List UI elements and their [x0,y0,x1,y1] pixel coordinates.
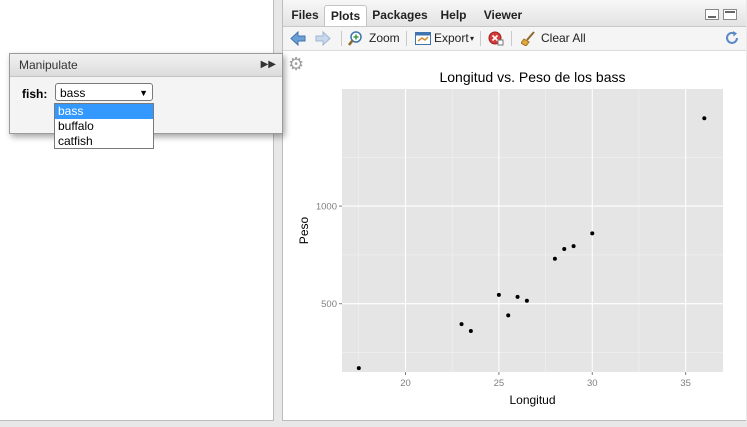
maximize-pane-icon[interactable] [723,9,737,20]
toolbar-separator [406,31,407,46]
broom-icon [521,31,535,46]
collapse-panel-icon[interactable]: ▶▶ [260,59,276,70]
chevron-down-icon: ▼ [139,88,148,98]
plots-toolbar: Zoom Export ▾ Clear All [283,27,746,51]
data-point [515,294,520,299]
pane-tabbar: Files Plots Packages Help Viewer [283,0,746,27]
toolbar-separator [341,31,342,46]
plots-pane: Files Plots Packages Help Viewer Zoom [282,0,746,421]
fish-label: fish: [22,87,48,101]
tab-files[interactable]: Files [291,8,319,22]
x-tick-label: 30 [587,378,598,389]
dropdown-option-catfish[interactable]: catfish [58,134,93,148]
y-axis-label: Peso [297,217,311,245]
x-tick-label: 20 [400,378,411,389]
data-point [571,244,576,249]
data-point [702,116,707,121]
fish-dropdown-list: bass buffalo catfish [54,103,154,149]
data-point [506,313,511,318]
data-point [552,256,557,261]
data-point [356,366,361,371]
tab-packages[interactable]: Packages [372,8,428,22]
remove-plot-icon[interactable] [488,31,504,46]
tab-plots[interactable]: Plots [324,5,367,26]
data-point [459,322,464,327]
tab-help[interactable]: Help [440,8,467,22]
chart-title: Longitud vs. Peso de los bass [439,69,625,85]
data-point [562,247,567,252]
export-icon [415,32,431,45]
dropdown-option-bass[interactable]: bass [55,104,153,119]
tab-viewer[interactable]: Viewer [483,8,523,22]
x-tick-label: 25 [494,378,505,389]
minimize-pane-icon[interactable] [705,9,719,20]
zoom-label: Zoom [369,31,400,45]
dropdown-option-buffalo[interactable]: buffalo [58,119,94,133]
data-point [524,298,529,303]
data-point [496,292,501,297]
clear-all-label: Clear All [541,31,586,45]
chevron-down-icon: ▾ [470,34,475,43]
export-button[interactable]: Export ▾ [415,27,477,50]
fish-select[interactable]: bass ▼ [55,83,153,101]
manipulate-header: Manipulate ▶▶ [10,54,282,77]
x-axis-label: Longitud [509,393,555,407]
manipulate-title: Manipulate [19,58,78,72]
back-arrow-icon[interactable] [290,31,306,46]
data-point [468,329,473,334]
data-point [590,231,595,236]
scatter-plot: 20 25 30 35 500 1000 Longitud vs. Peso de los … [297,69,723,407]
zoom-icon [348,31,362,46]
refresh-icon[interactable] [724,30,740,46]
clear-all-button[interactable]: Clear All [521,27,589,50]
toolbar-separator [511,31,512,46]
plot-panel [342,89,723,372]
forward-arrow-icon[interactable] [315,31,331,46]
y-tick-label: 1000 [316,202,337,213]
x-tick-label: 35 [680,378,691,389]
y-tick-label: 500 [321,299,337,310]
export-label: Export [434,31,469,45]
gear-icon[interactable]: ⚙ [288,54,305,74]
toolbar-separator [480,31,481,46]
fish-select-value: bass [60,86,86,100]
